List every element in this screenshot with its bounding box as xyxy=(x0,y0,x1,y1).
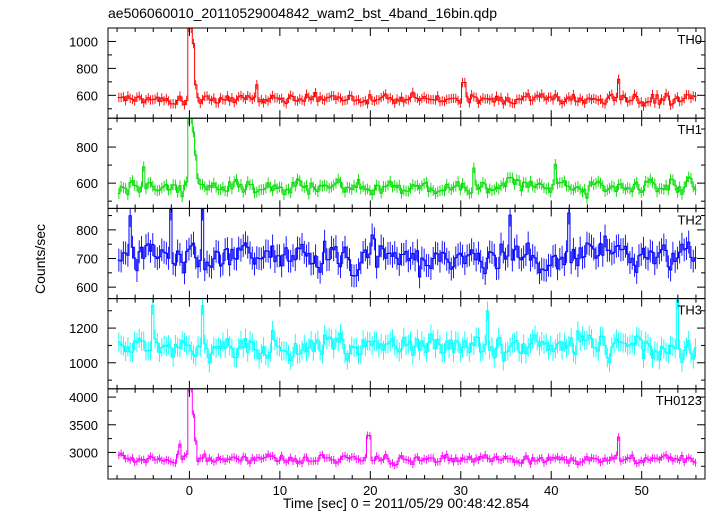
panel-label: TH3 xyxy=(677,303,702,318)
y-tick-label: 700 xyxy=(76,252,98,267)
series-th0123 xyxy=(117,388,697,470)
y-tick-label: 800 xyxy=(76,140,98,155)
x-tick-label: 20 xyxy=(363,483,377,498)
y-tick-label: 1200 xyxy=(69,321,98,336)
x-ticks xyxy=(108,118,705,209)
y-tick-label: 600 xyxy=(76,88,98,103)
series-th1 xyxy=(117,118,697,204)
y-tick-label: 600 xyxy=(76,280,98,295)
x-ticks xyxy=(108,27,705,119)
y-tick-label: 800 xyxy=(76,223,98,238)
y-tick-label: 3500 xyxy=(69,418,98,433)
error-bars xyxy=(118,298,696,373)
panel-label: TH0 xyxy=(677,32,702,47)
panel-th2: 600 700 800 TH2 xyxy=(76,207,706,300)
panel-th0: 600 800 1000 TH0 xyxy=(69,27,706,119)
error-bars xyxy=(118,118,696,204)
x-ticks xyxy=(108,208,705,299)
y-tick-label: 3000 xyxy=(69,445,98,460)
series-th2 xyxy=(117,208,697,289)
panel-label: TH2 xyxy=(677,212,702,227)
series-th0 xyxy=(117,28,697,111)
panel-label: TH0123 xyxy=(656,393,702,408)
step-line xyxy=(117,118,697,199)
x-tick-label: 50 xyxy=(634,483,648,498)
x-ticks xyxy=(108,298,705,389)
panel-label: TH1 xyxy=(677,122,702,137)
step-line xyxy=(117,388,697,466)
x-tick-label: 30 xyxy=(454,483,468,498)
x-tick-labels: 0 10 20 30 40 50 xyxy=(186,483,649,498)
x-tick-label: 40 xyxy=(544,483,558,498)
x-tick-label: 10 xyxy=(273,483,287,498)
error-bars xyxy=(118,28,696,111)
x-tick-label: 0 xyxy=(186,483,193,498)
y-tick-label: 600 xyxy=(76,176,98,191)
series-th3 xyxy=(117,298,697,373)
step-line xyxy=(117,28,697,107)
x-axis-label: Time [sec] 0 = 2011/05/29 00:48:42.854 xyxy=(283,495,530,511)
panel-frame xyxy=(107,207,706,300)
panel-th3: 1000 1200 TH3 xyxy=(69,298,706,390)
y-tick-label: 4000 xyxy=(69,390,98,405)
step-line xyxy=(117,299,697,364)
y-tick-label: 1000 xyxy=(69,34,98,49)
y-tick-label: 1000 xyxy=(69,356,98,371)
y-axis-label: Counts/sec xyxy=(32,224,48,294)
error-bars xyxy=(118,208,696,289)
panel-frame xyxy=(107,388,706,480)
panel-th1: 600 800 TH1 xyxy=(76,117,706,209)
panels-group: 600 800 1000 TH0 600 800 TH1 600 700 800 TH2 1000 12… xyxy=(69,27,706,480)
chart-title: ae506060010_20110529004842_wam2_bst_4ban… xyxy=(108,5,497,21)
panel-frame xyxy=(107,27,706,119)
y-tick-label: 800 xyxy=(76,61,98,76)
panel-frame xyxy=(107,117,706,209)
step-line xyxy=(117,208,697,278)
error-bars xyxy=(118,388,696,470)
x-ticks xyxy=(108,388,705,479)
panel-th0123: 3000 3500 4000 TH0123 xyxy=(69,388,706,480)
